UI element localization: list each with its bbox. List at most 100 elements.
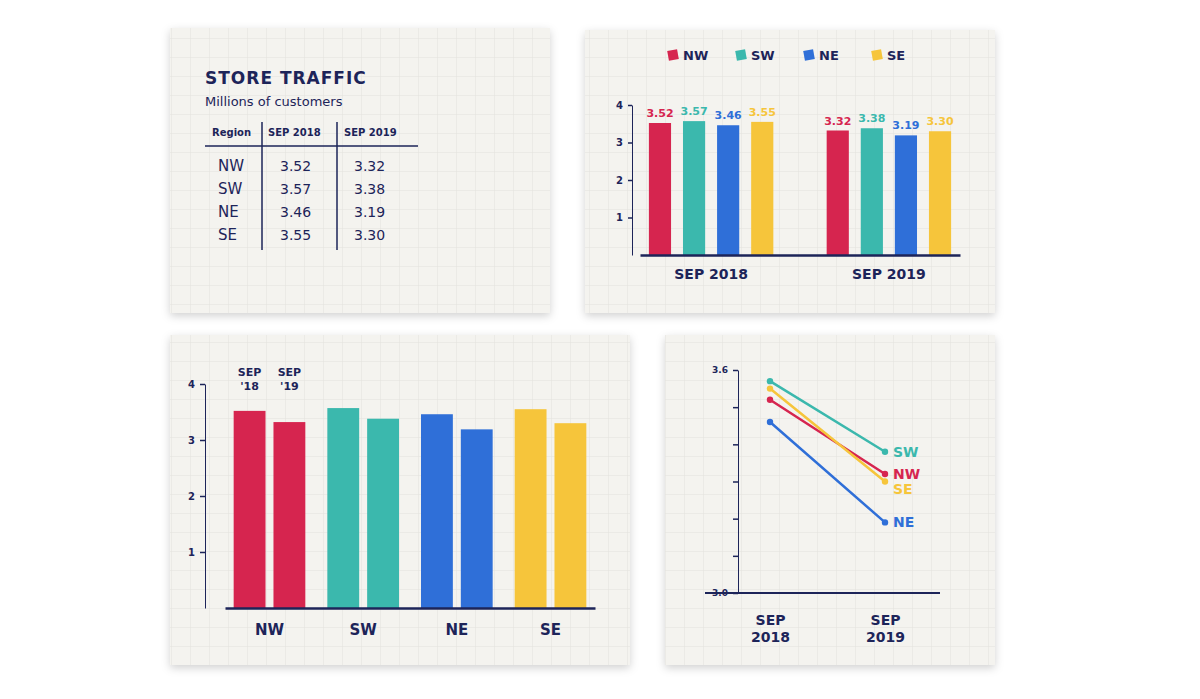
legend-label: SEP'19 — [278, 366, 302, 393]
legend-label-line: '18 — [240, 380, 259, 393]
table-cell: 3.52 — [280, 158, 311, 174]
table-rule — [336, 122, 338, 250]
legend: NWSWNESE — [667, 48, 905, 63]
card — [665, 335, 995, 665]
data-label: 3.46 — [715, 109, 742, 122]
y-axis: 1 2 3 4 — [188, 379, 205, 609]
legend-label: SE — [893, 481, 913, 497]
y-tick-mark — [733, 481, 738, 483]
table-subtitle: Millions of customers — [205, 94, 343, 109]
x-tick: SEP2019 — [866, 593, 905, 645]
data-label: 3.30 — [926, 115, 953, 128]
y-tick-mark — [200, 552, 205, 554]
canvas-svg: STORE TRAFFIC Millions of customers Region… — [0, 0, 1200, 699]
legend: SW NWSE NE — [893, 444, 920, 531]
y-tick — [733, 407, 738, 408]
marker — [882, 519, 888, 525]
table-cell: NW — [218, 157, 244, 175]
table-title: STORE TRAFFIC — [205, 68, 367, 88]
y-axis: 1234 — [616, 100, 632, 256]
marker — [882, 478, 888, 484]
y-tick: 2 — [188, 491, 205, 502]
x-axis-line — [641, 254, 961, 257]
legend: SEP'18 SEP'19 — [238, 366, 301, 393]
table-header: Region — [212, 127, 251, 138]
bar — [327, 408, 359, 608]
x-tick-label: NW — [255, 621, 285, 639]
background — [0, 0, 1200, 699]
table-cell: SW — [218, 180, 243, 198]
legend-swatch — [871, 49, 883, 61]
x-tick: SEP2018 — [751, 593, 790, 645]
x-tick-label: SW — [349, 621, 377, 639]
table-cell: 3.32 — [354, 158, 385, 174]
table-cell: 3.38 — [354, 181, 385, 197]
marker — [882, 449, 888, 455]
marker — [767, 385, 773, 391]
card — [170, 335, 630, 665]
y-tick-mark — [200, 496, 205, 498]
line — [770, 422, 885, 522]
table-header: SEP 2018 — [268, 127, 321, 138]
bar — [461, 429, 493, 608]
legend-label: SE — [887, 48, 905, 63]
y-tick: 4 — [616, 100, 632, 111]
data-label: 3.19 — [892, 119, 919, 132]
x-tick-label: NE — [445, 621, 468, 639]
table-rule — [261, 122, 263, 250]
bar — [895, 135, 917, 255]
y-tick-mark — [733, 518, 738, 520]
data-label: 3.52 — [646, 107, 673, 120]
table-cell: SE — [218, 226, 237, 244]
y-tick-label: 2 — [188, 491, 195, 502]
bar — [234, 411, 266, 608]
bar — [421, 414, 453, 608]
y-axis-line — [738, 371, 739, 594]
y-tick — [733, 482, 738, 483]
legend-label: NW — [893, 466, 920, 482]
bar — [649, 123, 671, 255]
x-tick-label: SE — [540, 621, 561, 639]
x-tick-label: SEP2018 — [751, 612, 790, 646]
y-tick-mark — [628, 180, 632, 182]
marker — [882, 471, 888, 477]
x-tick-label-line: 2018 — [751, 629, 790, 645]
y-tick-mark — [628, 105, 632, 107]
y-tick: 3 — [616, 137, 632, 148]
legend-label-line: '19 — [280, 380, 299, 393]
bar — [515, 409, 547, 608]
y-tick — [733, 519, 738, 520]
table-cell: 3.46 — [280, 204, 311, 220]
table-header: SEP 2019 — [344, 127, 397, 138]
bar — [929, 131, 951, 255]
y-tick: 3.6 — [712, 365, 738, 375]
data-label: 3.32 — [824, 115, 851, 128]
y-axis-line — [632, 106, 633, 256]
legend-label: NE — [893, 514, 914, 530]
y-tick-mark — [628, 142, 632, 144]
y-tick-label: 3 — [188, 435, 195, 446]
x-axis: SEP2018SEP2019 — [751, 593, 905, 645]
y-tick-mark — [200, 384, 205, 386]
x-tick: SW — [349, 608, 377, 639]
legend-swatch — [667, 49, 679, 61]
plot-area — [234, 408, 587, 608]
table-cell: NE — [218, 203, 239, 221]
legend-swatch — [735, 49, 747, 61]
card — [585, 30, 995, 313]
legend-label-line: SEP — [238, 366, 262, 379]
legend-label: SW — [893, 444, 919, 460]
y-tick-label: 2 — [616, 175, 623, 186]
x-tick-label: SEP 2018 — [674, 266, 748, 282]
y-tick-mark — [733, 556, 738, 558]
y-tick-mark — [628, 217, 632, 219]
x-tick: SE — [540, 608, 561, 639]
y-tick-label: 4 — [188, 379, 195, 390]
y-tick-mark — [733, 370, 738, 372]
line — [770, 381, 885, 452]
line — [770, 389, 885, 482]
x-tick-label-line: SEP — [871, 612, 901, 628]
bar — [717, 125, 739, 255]
y-tick-label: 1 — [188, 547, 195, 558]
y-tick: 3 — [188, 435, 205, 446]
